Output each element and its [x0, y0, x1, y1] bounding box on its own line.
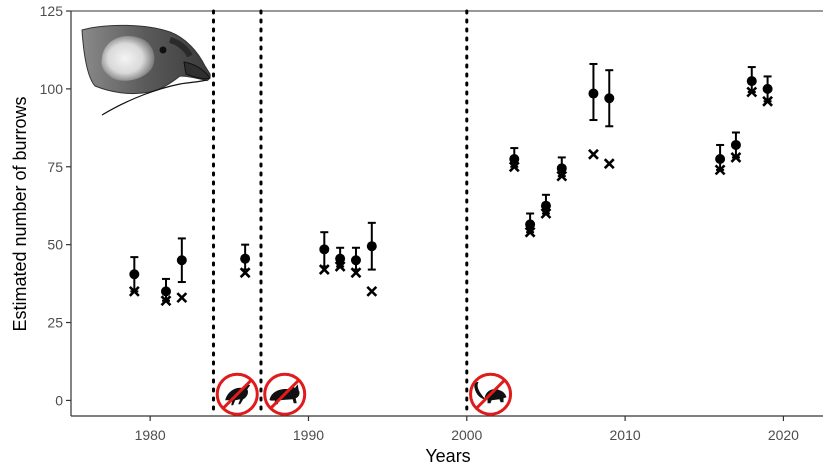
- x-tick-label: 1990: [293, 427, 324, 443]
- data-marks: [129, 64, 772, 305]
- vertical-event-lines: [213, 11, 466, 416]
- no-weka-icon: [217, 374, 257, 414]
- x-tick-label: 2000: [451, 427, 482, 443]
- circle-point: [319, 244, 329, 254]
- x-axis-title: Years: [425, 446, 470, 466]
- circle-point: [557, 163, 567, 173]
- no-cat-icon: [265, 374, 305, 414]
- cross-point: [589, 150, 598, 159]
- y-tick-label: 100: [40, 81, 64, 97]
- circle-point: [351, 255, 361, 265]
- circle-point: [525, 219, 535, 229]
- x-tick-label: 1980: [135, 427, 166, 443]
- y-tick-label: 75: [47, 159, 63, 175]
- circle-point: [731, 140, 741, 150]
- x-tick-label: 2010: [610, 427, 641, 443]
- cross-point: [367, 287, 376, 296]
- circle-point: [604, 93, 614, 103]
- y-axis-title: Estimated number of burrows: [10, 96, 30, 331]
- cross-point: [605, 159, 614, 168]
- circle-point: [541, 201, 551, 211]
- circle-point: [509, 154, 519, 164]
- y-tick-label: 125: [40, 3, 64, 19]
- circle-point: [129, 269, 139, 279]
- circle-point: [240, 254, 250, 264]
- cross-point: [177, 293, 186, 302]
- x-tick-label: 2020: [768, 427, 799, 443]
- no-rat-icon: [471, 374, 511, 414]
- circle-point: [161, 286, 171, 296]
- y-tick-label: 25: [47, 315, 63, 331]
- y-tick-label: 50: [47, 237, 63, 253]
- circle-point: [335, 254, 345, 264]
- circle-point: [763, 84, 773, 94]
- bird-head-illustration: [82, 25, 210, 115]
- circle-point: [588, 89, 598, 99]
- circle-point: [747, 76, 757, 86]
- y-tick-label: 0: [55, 392, 63, 408]
- circle-point: [367, 241, 377, 251]
- circle-point: [177, 255, 187, 265]
- circle-point: [715, 154, 725, 164]
